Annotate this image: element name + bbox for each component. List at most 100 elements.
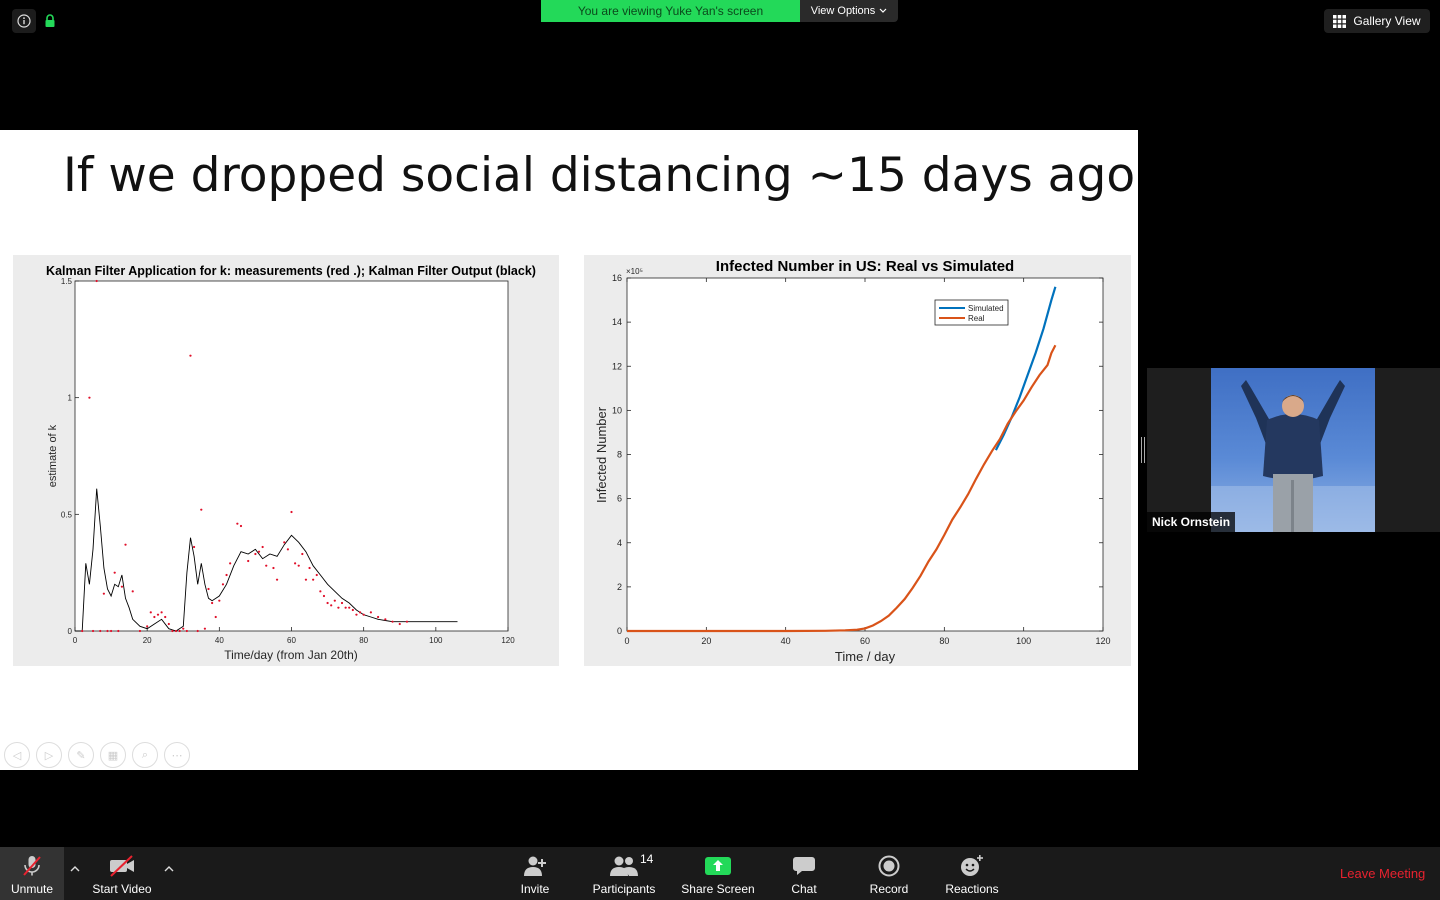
- panel-resize-handle[interactable]: [1141, 437, 1145, 463]
- kalman-measurement-point: [304, 578, 308, 581]
- kalman-measurement-point: [113, 571, 116, 574]
- kalman-y-tick-label: 1.5: [61, 277, 73, 286]
- kalman-measurement-point: [236, 522, 239, 525]
- kalman-measurement-point: [254, 552, 257, 556]
- kalman-measurement-point: [398, 622, 401, 626]
- chevron-up-icon: [164, 866, 174, 872]
- kalman-y-tick-label: 0.5: [61, 510, 73, 519]
- kalman-chart-title: Kalman Filter Application for k: measure…: [46, 264, 536, 278]
- kalman-measurement-point: [333, 599, 336, 602]
- kalman-measurement-point: [348, 606, 351, 609]
- kalman-measurement-point: [290, 510, 293, 514]
- chat-label: Chat: [791, 882, 817, 896]
- kalman-measurement-point: [326, 601, 329, 605]
- kalman-measurement-point: [131, 590, 134, 593]
- add-person-icon: [524, 856, 546, 876]
- kalman-measurement-point: [351, 608, 354, 612]
- kalman-measurement-point: [102, 592, 105, 595]
- zoom-icon[interactable]: ⌕: [132, 742, 158, 768]
- infected-y-tick-label: 14: [612, 317, 622, 327]
- reactions-label: Reactions: [945, 882, 999, 896]
- kalman-measurement-point: [369, 611, 372, 614]
- kalman-measurement-point: [200, 508, 203, 511]
- leave-meeting-button[interactable]: Leave Meeting: [1340, 866, 1426, 881]
- kalman-x-axis-label: Time/day (from Jan 20th): [224, 648, 358, 662]
- kalman-chart: Kalman Filter Application for k: measure…: [46, 264, 536, 662]
- kalman-measurement-point: [160, 611, 163, 614]
- share-screen-button[interactable]: Share Screen: [678, 847, 758, 900]
- kalman-measurement-point: [117, 629, 120, 633]
- kalman-measurement-point: [153, 615, 156, 619]
- more-icon[interactable]: ⋯: [164, 742, 190, 768]
- kalman-x-tick-label: 100: [429, 636, 443, 645]
- infected-x-tick-label: 120: [1095, 636, 1110, 646]
- invite-button[interactable]: Invite: [510, 847, 560, 900]
- infected-y-tick-label: 8: [617, 450, 622, 460]
- kalman-x-tick-label: 60: [287, 636, 296, 645]
- kalman-measurement-point: [301, 552, 304, 556]
- infected-x-tick-label: 0: [624, 636, 629, 646]
- kalman-measurement-point: [239, 524, 243, 528]
- kalman-x-tick-label: 20: [143, 636, 152, 645]
- kalman-measurement-point: [275, 578, 279, 581]
- kalman-measurement-point: [167, 622, 170, 626]
- share-screen-icon: [705, 857, 731, 875]
- slide-controls: ◁ ▷ ✎ ▦ ⌕ ⋯: [4, 742, 190, 768]
- reactions-button[interactable]: Reactions: [940, 847, 1004, 900]
- kalman-measurement-point: [99, 629, 102, 633]
- kalman-measurement-point: [391, 620, 394, 623]
- kalman-measurement-point: [229, 562, 232, 565]
- reactions-icon: [961, 855, 983, 876]
- lock-icon[interactable]: [42, 9, 58, 33]
- kalman-measurement-point: [95, 279, 98, 283]
- gallery-view-label: Gallery View: [1353, 14, 1421, 28]
- participants-icon: [610, 856, 638, 876]
- participants-count: 14: [640, 852, 654, 866]
- kalman-measurement-point: [174, 629, 178, 633]
- muted-microphone-icon: [23, 856, 41, 876]
- info-icon[interactable]: [12, 9, 36, 33]
- participants-button[interactable]: 14 Participants: [588, 847, 660, 900]
- kalman-measurement-point: [308, 566, 311, 570]
- infected-y-tick-label: 6: [617, 494, 622, 504]
- kalman-measurement-point: [221, 583, 225, 586]
- kalman-measurement-point: [225, 573, 228, 577]
- audio-options-caret[interactable]: [67, 861, 83, 877]
- kalman-measurement-point: [330, 604, 333, 607]
- kalman-measurement-point: [405, 620, 409, 623]
- prev-slide-icon[interactable]: ◁: [4, 742, 30, 768]
- slide-title: If we dropped social distancing ~15 days…: [63, 148, 1136, 203]
- kalman-measurement-point: [358, 611, 362, 614]
- kalman-measurement-point: [185, 629, 188, 633]
- kalman-measurement-point: [322, 594, 326, 598]
- slides-grid-icon[interactable]: ▦: [100, 742, 126, 768]
- kalman-measurement-point: [319, 590, 322, 593]
- kalman-measurement-point: [340, 601, 344, 605]
- kalman-measurement-point: [355, 613, 358, 616]
- infected-x-tick-label: 60: [860, 636, 870, 646]
- participant-name-tag: Nick Ornstein: [1147, 512, 1236, 532]
- gallery-view-button[interactable]: Gallery View: [1324, 9, 1430, 33]
- kalman-measurement-point: [164, 615, 167, 619]
- kalman-measurement-point: [297, 564, 300, 567]
- infected-figure: Infected Number in US: Real vs Simulated…: [584, 255, 1131, 666]
- unmute-button[interactable]: Unmute: [0, 847, 64, 900]
- start-video-button[interactable]: Start Video: [86, 847, 158, 900]
- pen-icon[interactable]: ✎: [68, 742, 94, 768]
- next-slide-icon[interactable]: ▷: [36, 742, 62, 768]
- kalman-measurement-point: [189, 354, 192, 357]
- video-options-caret[interactable]: [161, 861, 177, 877]
- kalman-measurement-point: [203, 627, 206, 630]
- kalman-measurement-point: [272, 566, 275, 570]
- infected-y-tick-label: 16: [612, 273, 622, 283]
- kalman-y-tick-label: 0: [68, 627, 73, 636]
- chat-button[interactable]: Chat: [782, 847, 826, 900]
- kalman-measurement-point: [247, 559, 250, 563]
- view-options-button[interactable]: View Options: [800, 0, 898, 22]
- record-button[interactable]: Record: [864, 847, 914, 900]
- kalman-x-tick-label: 120: [501, 636, 515, 645]
- kalman-measurement-point: [344, 606, 347, 609]
- kalman-x-tick-label: 40: [215, 636, 224, 645]
- participant-video-tile[interactable]: Nick Ornstein: [1147, 368, 1440, 532]
